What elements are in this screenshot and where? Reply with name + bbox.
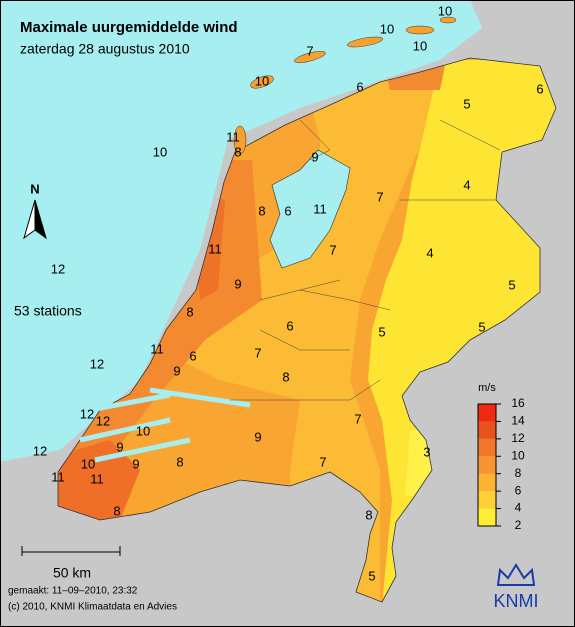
value-label: 12 xyxy=(96,413,110,428)
station-count: 53 stations xyxy=(14,303,82,319)
value-label: 10 xyxy=(255,73,269,88)
legend-tick-label: 14 xyxy=(511,414,525,428)
value-label: 6 xyxy=(284,203,291,218)
value-label: 10 xyxy=(153,144,167,159)
value-label: 6 xyxy=(286,318,293,333)
value-label: 4 xyxy=(463,177,470,192)
value-label: 9 xyxy=(234,276,241,291)
north-arrow: N xyxy=(23,181,47,240)
legend-tick-label: 2 xyxy=(515,518,522,532)
islands xyxy=(233,16,457,155)
province-border xyxy=(230,119,501,401)
sea xyxy=(0,0,482,462)
value-label: 11 xyxy=(90,471,104,486)
legend-tick-label: 10 xyxy=(511,448,525,462)
value-label: 6 xyxy=(536,81,543,96)
value-label: 7 xyxy=(319,454,326,469)
value-label: 7 xyxy=(354,411,361,426)
legend-band xyxy=(478,456,496,474)
scale-label: 50 km xyxy=(53,565,91,581)
value-label: 8 xyxy=(186,304,193,319)
value-label: 12 xyxy=(80,406,94,421)
legend-band xyxy=(478,421,496,439)
legend: 2 4 6 8 10 12 14 16 xyxy=(477,396,525,532)
value-label: 7 xyxy=(329,242,336,257)
value-label: 9 xyxy=(132,456,139,471)
legend-tick-label: 4 xyxy=(515,501,522,515)
lake xyxy=(269,149,351,269)
island xyxy=(250,75,274,89)
made-note: gemaakt: 11–09–2010, 23:32 xyxy=(8,586,138,597)
value-label: 6 xyxy=(356,79,363,94)
island xyxy=(233,125,247,155)
logo-crown xyxy=(496,563,536,586)
logo-text: KNMI xyxy=(494,591,539,611)
logo: KNMI xyxy=(494,563,539,611)
value-label: 10 xyxy=(380,21,394,36)
value-label: 9 xyxy=(311,149,318,164)
value-label: 11 xyxy=(51,469,65,484)
value-label: 8 xyxy=(282,369,289,384)
country-border xyxy=(57,57,557,603)
value-label: 4 xyxy=(426,245,433,260)
value-label: 12 xyxy=(51,261,65,276)
value-label: 10 xyxy=(413,38,427,53)
title: Maximale uurgemiddelde wind xyxy=(20,19,238,36)
scale-bar xyxy=(21,546,121,556)
value-label: 10 xyxy=(438,3,452,18)
value-label: 5 xyxy=(478,319,485,334)
value-label: 12 xyxy=(33,443,47,458)
value-label: 11 xyxy=(226,129,240,144)
legend-band xyxy=(478,491,496,509)
north-label: N xyxy=(30,181,39,196)
value-label: 7 xyxy=(376,189,383,204)
value-label: 8 xyxy=(113,503,120,518)
legend-band xyxy=(478,473,496,492)
value-label: 7 xyxy=(306,43,313,58)
value-label: 8 xyxy=(234,144,241,159)
legend-tick-label: 8 xyxy=(515,466,522,480)
legend-tick-label: 12 xyxy=(511,431,525,445)
value-label: 10 xyxy=(81,456,95,471)
island xyxy=(347,36,383,48)
island xyxy=(439,16,457,24)
legend-band xyxy=(478,438,496,457)
legend-band xyxy=(478,404,496,422)
legend-frame xyxy=(477,403,497,527)
subtitle: zaterdag 28 augustus 2010 xyxy=(20,41,190,57)
value-label: 5 xyxy=(508,277,515,292)
value-label: 10 xyxy=(136,423,150,438)
island xyxy=(294,51,326,63)
legend-tick-label: 16 xyxy=(511,396,525,410)
value-label: 8 xyxy=(176,454,183,469)
value-label: 8 xyxy=(365,507,372,522)
island xyxy=(405,25,435,35)
value-label: 11 xyxy=(208,241,222,256)
estuary xyxy=(79,387,251,463)
value-label: 9 xyxy=(254,429,261,444)
legend-tick-label: 6 xyxy=(515,483,522,497)
value-label: 9 xyxy=(173,363,180,378)
value-label: 11 xyxy=(150,341,164,356)
zone xyxy=(180,60,470,602)
legend-unit: m/s xyxy=(478,382,496,394)
value-label: 8 xyxy=(258,203,265,218)
legend-band xyxy=(478,508,496,526)
value-label: 12 xyxy=(90,356,104,371)
value-label: 5 xyxy=(463,96,470,111)
value-label: 5 xyxy=(368,568,375,583)
value-label: 9 xyxy=(116,439,123,454)
copyright: (c) 2010, KNMI Klimaatdata en Advies xyxy=(8,602,177,613)
value-label: 5 xyxy=(378,324,385,339)
value-label: 3 xyxy=(423,444,430,459)
value-label: 7 xyxy=(254,345,261,360)
arrow-half xyxy=(34,199,47,240)
value-label: 6 xyxy=(189,348,196,363)
value-label: 11 xyxy=(313,201,327,216)
